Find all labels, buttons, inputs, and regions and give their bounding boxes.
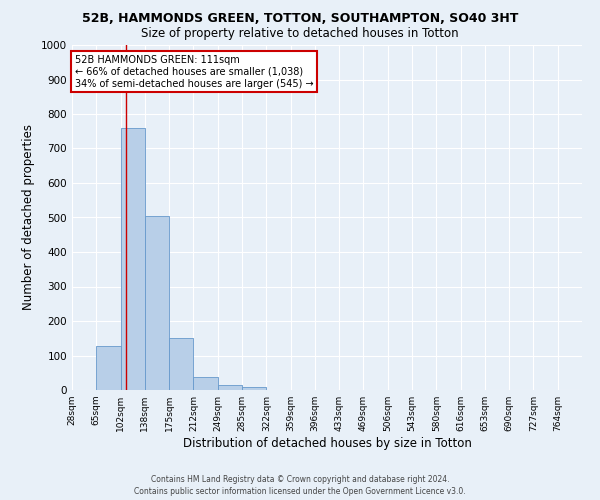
Bar — [169, 338, 193, 390]
Bar — [242, 387, 266, 390]
Y-axis label: Number of detached properties: Number of detached properties — [22, 124, 35, 310]
Bar — [218, 385, 242, 390]
Text: Contains HM Land Registry data © Crown copyright and database right 2024.
Contai: Contains HM Land Registry data © Crown c… — [134, 475, 466, 496]
Bar — [121, 128, 145, 390]
Text: 52B HAMMONDS GREEN: 111sqm
← 66% of detached houses are smaller (1,038)
34% of s: 52B HAMMONDS GREEN: 111sqm ← 66% of deta… — [74, 56, 313, 88]
Text: Size of property relative to detached houses in Totton: Size of property relative to detached ho… — [141, 28, 459, 40]
X-axis label: Distribution of detached houses by size in Totton: Distribution of detached houses by size … — [182, 437, 472, 450]
Text: 52B, HAMMONDS GREEN, TOTTON, SOUTHAMPTON, SO40 3HT: 52B, HAMMONDS GREEN, TOTTON, SOUTHAMPTON… — [82, 12, 518, 26]
Bar — [96, 346, 121, 390]
Bar — [193, 377, 218, 390]
Bar — [145, 216, 169, 390]
